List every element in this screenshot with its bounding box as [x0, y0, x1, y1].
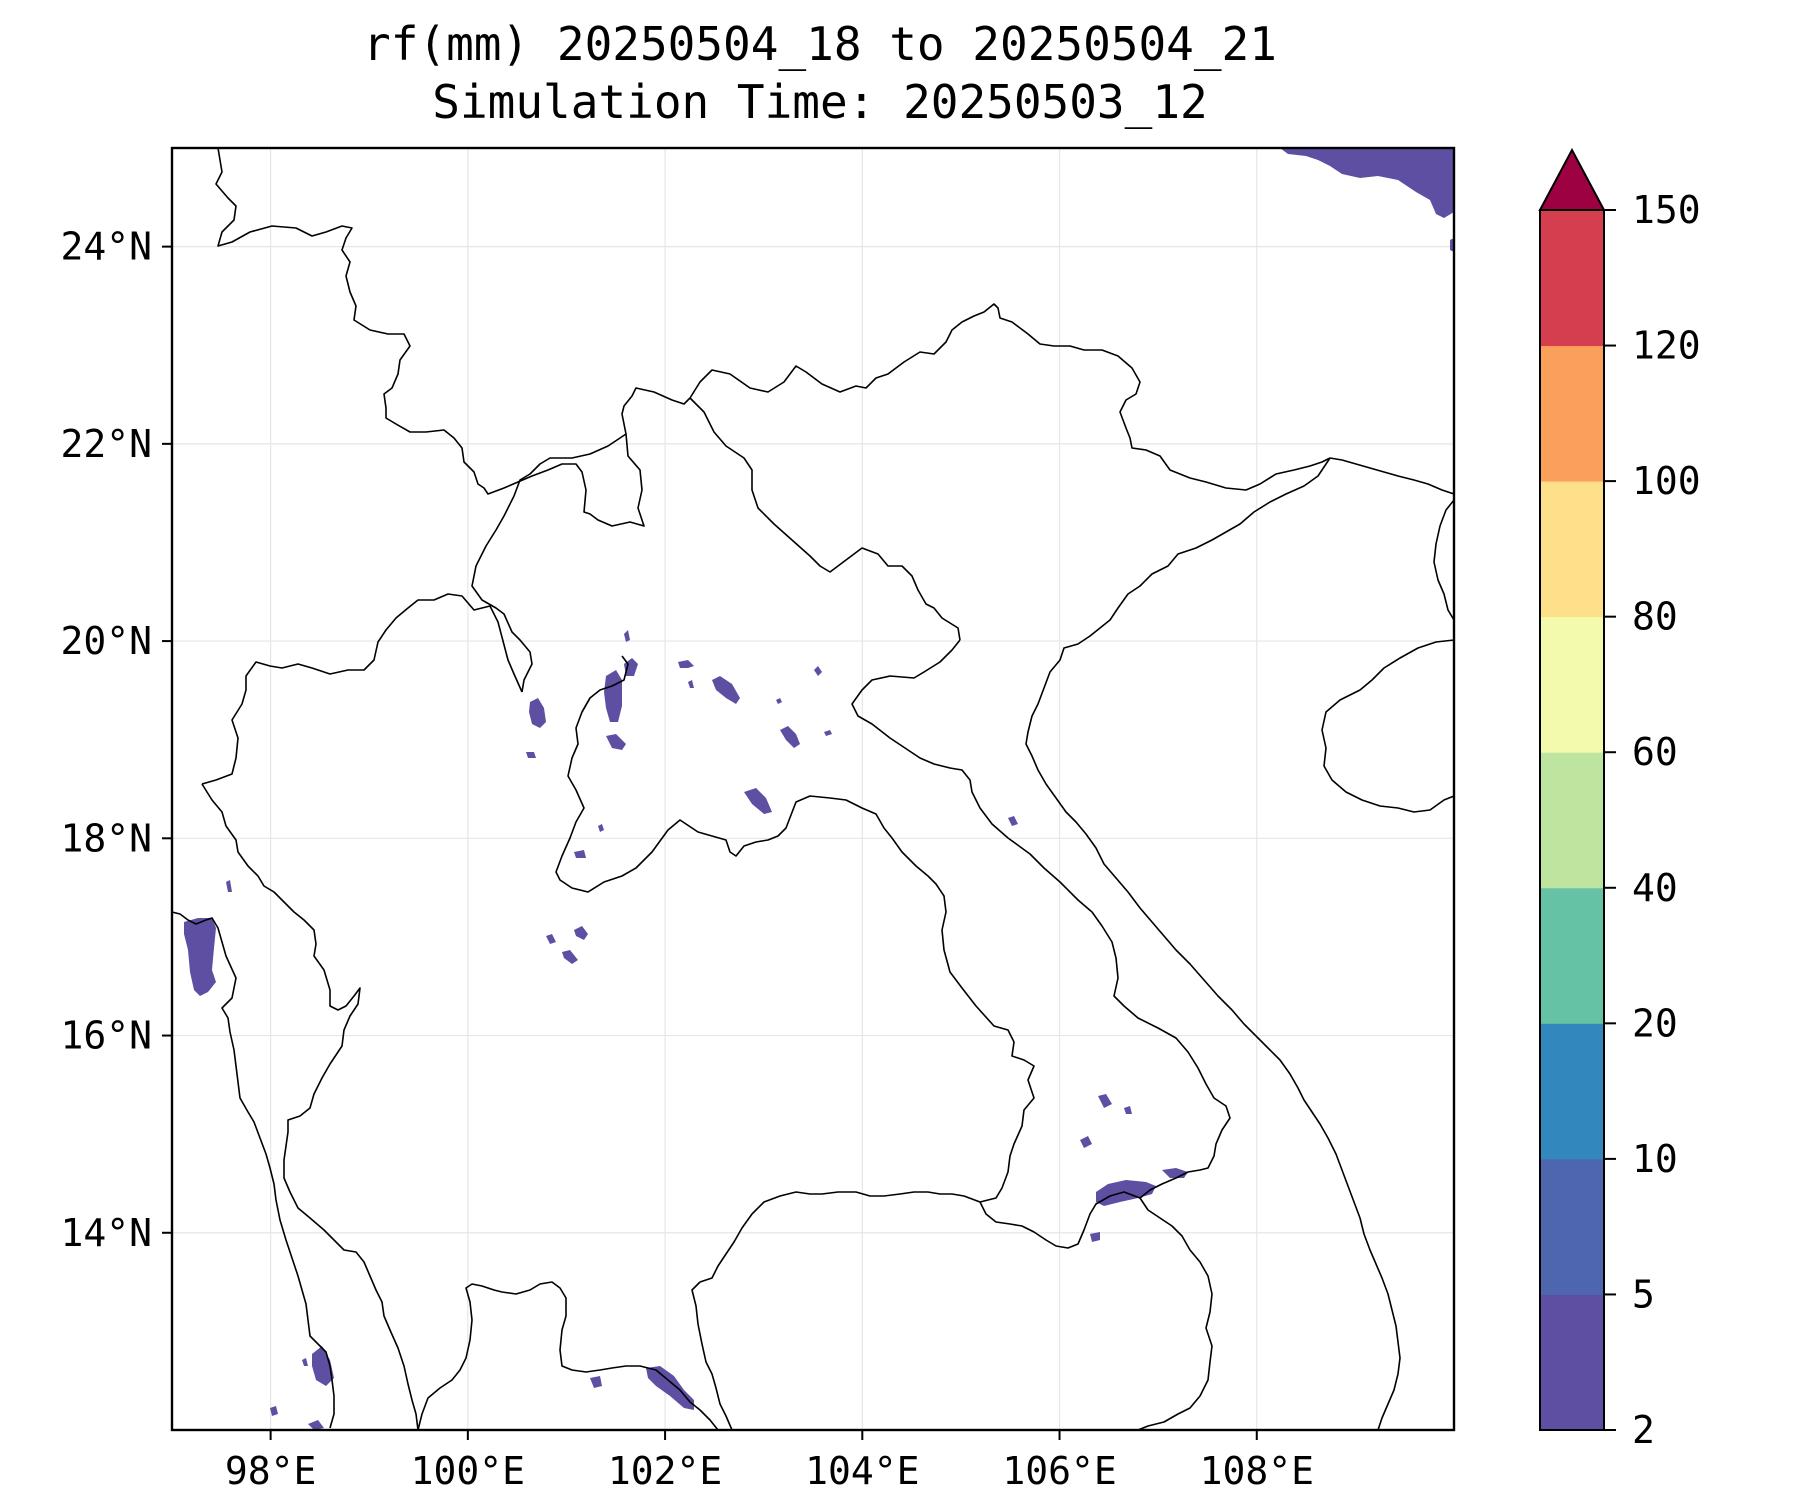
x-tick-label-3: 104°E: [805, 1449, 919, 1493]
border-cambodia-thailand: [691, 1281, 733, 1430]
border-laos-cambodia: [979, 1191, 1141, 1249]
rain-patch-kratie: [1090, 1232, 1100, 1242]
rain-patch-misc-2: [776, 698, 782, 704]
colorbar-segment-0: [1540, 1294, 1604, 1431]
rain-patch-attapeu-2: [1124, 1106, 1132, 1114]
border-myanmar-thailand-west: [201, 783, 419, 1430]
rain-patch-tenasserim-2: [302, 1358, 308, 1366]
border-myanmar-thailand-north: [201, 593, 523, 785]
rain-patch-houaphan: [712, 676, 740, 704]
colorbar-label-3: 20: [1632, 1001, 1678, 1045]
colorbar: 2 5 10 20 40 60 80 100 120 150: [1538, 147, 1701, 1452]
border-china-myanmar: [215, 148, 691, 527]
colorbar-segment-4: [1540, 752, 1604, 889]
colorbar-segment-2: [1540, 1023, 1604, 1160]
rain-patch-loei-3: [562, 950, 578, 964]
title-line-1: rf(mm) 20250504_18 to 20250504_21: [363, 17, 1277, 71]
y-tick-label-3: 18°N: [60, 816, 152, 860]
rain-patch-xiengkhouang: [780, 726, 800, 748]
colorbar-label-2: 10: [1632, 1137, 1678, 1181]
x-tick-label-5: 108°E: [1200, 1449, 1314, 1493]
y-tick-label-0: 24°N: [60, 225, 152, 269]
rain-patch-misc-3: [824, 730, 832, 736]
graticule: [172, 148, 1454, 1430]
colorbar-segment-1: [1540, 1158, 1604, 1295]
y-tick-label-5: 14°N: [60, 1211, 152, 1255]
border-thailand-laos-mekong: [555, 697, 1035, 1283]
rain-patch-south-china: [1280, 148, 1454, 218]
rain-patch-tenasserim-4: [270, 1406, 278, 1416]
rain-patch-loei-1: [574, 926, 588, 940]
colorbar-label-4: 40: [1632, 866, 1678, 910]
rain-patch-misc-5: [574, 850, 586, 858]
map-background: [172, 148, 1454, 1430]
x-tick-label-1: 100°E: [411, 1449, 525, 1493]
rain-patch-nghe-an: [1008, 816, 1018, 826]
rain-patch-xiengkhouang-2: [814, 666, 822, 676]
rain-patch-luang-prabang-2: [606, 734, 626, 750]
boundaries-layer: [172, 148, 1454, 1430]
rain-patch-loei-2: [546, 934, 556, 944]
border-china-vietnam: [689, 303, 1331, 491]
colorbar-label-5: 60: [1632, 730, 1678, 774]
coast-andaman: [172, 911, 335, 1429]
x-axis: 98°E 100°E 102°E 104°E 106°E 108°E: [225, 1430, 1314, 1493]
colorbar-segment-8: [1540, 210, 1604, 347]
y-tick-label-1: 22°N: [60, 422, 152, 466]
colorbar-label-7: 100: [1632, 459, 1701, 503]
map-frame: [170, 146, 1456, 1432]
coast-leizhou: [1433, 499, 1454, 621]
rain-patch-rayong: [590, 1376, 602, 1388]
colorbar-segment-7: [1540, 345, 1604, 482]
coast-gulf-thailand-west: [417, 1281, 719, 1430]
colorbar-label-9: 150: [1632, 188, 1701, 232]
colorbar-label-0: 2: [1632, 1408, 1655, 1452]
rain-patch-misc-4: [598, 824, 604, 832]
rain-patch-tak: [184, 918, 216, 996]
rain-patch-attapeu-3: [1080, 1136, 1092, 1148]
rain-patch-nan-small: [526, 752, 536, 758]
rain-patch-tenasserim-3: [308, 1420, 324, 1430]
colorbar-frame: [1539, 209, 1605, 1431]
coast-vietnam: [1025, 457, 1401, 1430]
rain-patch-myanmar-west: [226, 880, 232, 892]
border-cambodia-vietnam: [1137, 1197, 1213, 1430]
colorbar-segment-5: [1540, 616, 1604, 753]
rain-patch-nan: [529, 698, 546, 728]
colorbar-extend-arrow: [1538, 147, 1606, 211]
rain-patch-phongsaly: [678, 660, 694, 668]
colorbar-segment-3: [1540, 887, 1604, 1024]
x-tick-label-2: 102°E: [608, 1449, 722, 1493]
border-laos-vietnam: [851, 639, 1231, 1199]
rain-patch-attapeu-1: [1098, 1094, 1112, 1108]
border-myanmar-laos: [471, 433, 627, 693]
colorbar-segment-6: [1540, 481, 1604, 618]
x-tick-label-0: 98°E: [225, 1449, 317, 1493]
y-tick-label-2: 20°N: [60, 619, 152, 663]
rain-patch-misc-1: [688, 680, 694, 688]
rainfall-layer: [184, 148, 1454, 1430]
rain-patch-oudomxay: [624, 630, 630, 642]
title-line-2: Simulation Time: 20250503_12: [432, 75, 1207, 129]
rain-patch-vientiane-north: [744, 788, 772, 814]
border-laos-north: [581, 655, 629, 713]
border-laos-china: [689, 397, 961, 641]
x-tick-label-4: 106°E: [1002, 1449, 1116, 1493]
colorbar-label-1: 5: [1632, 1272, 1655, 1316]
colorbar-label-6: 80: [1632, 595, 1678, 639]
y-tick-label-4: 16°N: [60, 1014, 152, 1058]
y-axis: 24°N 22°N 20°N 18°N 16°N 14°N: [60, 225, 172, 1255]
coast-south-china: [1329, 457, 1454, 495]
rain-patch-tenasserim-1: [312, 1346, 334, 1386]
rain-patch-chanthaburi: [646, 1366, 694, 1410]
colorbar-label-8: 120: [1632, 324, 1701, 368]
coast-hainan: [1321, 639, 1454, 813]
